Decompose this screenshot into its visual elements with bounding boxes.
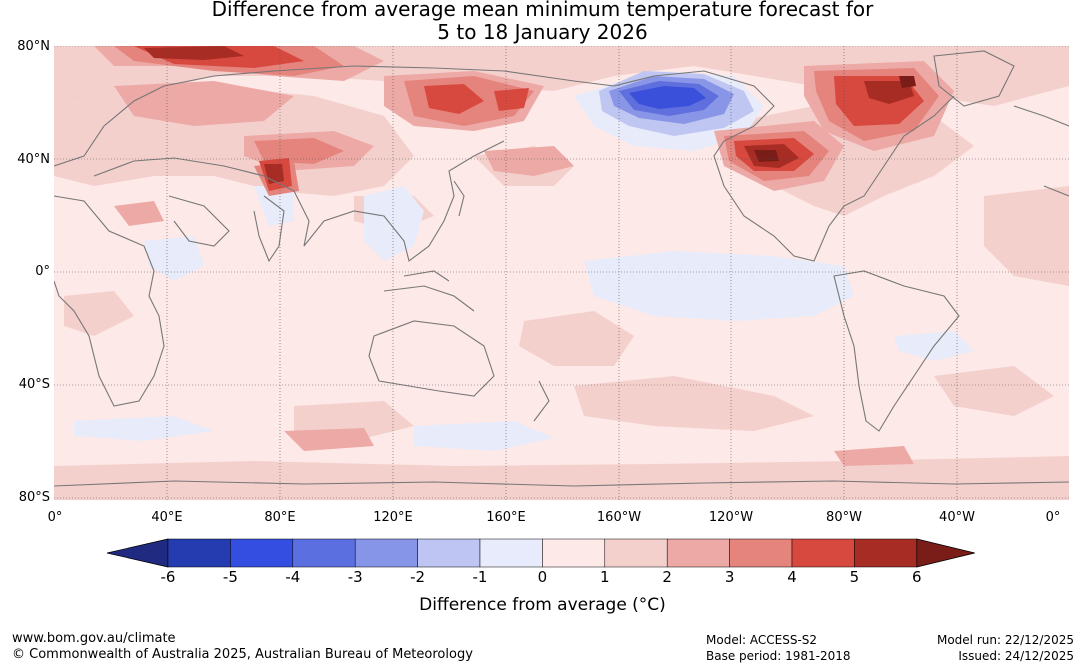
- lon-label-80w: 80°W: [826, 510, 862, 525]
- chart-title-line-1: Difference from average mean minimum tem…: [211, 0, 874, 21]
- lon-label-80e: 80°E: [264, 510, 296, 525]
- colorbar-tick-label: 2: [662, 568, 672, 586]
- footer-base-period: Base period: 1981-2018: [706, 649, 851, 663]
- colorbar-segment: [791, 538, 855, 568]
- colorbar-segment: [854, 538, 918, 568]
- colorbar-tick-label: 5: [849, 568, 860, 586]
- colorbar-tick-label: -6: [160, 568, 176, 586]
- colorbar-tick-label: 1: [600, 568, 610, 586]
- colorbar-tick-label: 4: [787, 568, 797, 586]
- lon-label-120w: 120°W: [708, 510, 754, 525]
- forecast-map: [54, 46, 1069, 500]
- colorbar-segment: [292, 538, 356, 568]
- forecast-map-svg: [54, 46, 1069, 500]
- footer-copyright: © Commonwealth of Australia 2025, Austra…: [12, 647, 473, 662]
- colorbar-arrow-low: [106, 538, 169, 568]
- colorbar-tick-label: -5: [222, 568, 238, 586]
- colorbar-tick-label: -2: [410, 568, 426, 586]
- lat-label-40s: 40°S: [18, 377, 50, 392]
- graticule: [54, 46, 1069, 500]
- lon-label-40w: 40°W: [939, 510, 975, 525]
- colorbar-tick-label: -3: [347, 568, 363, 586]
- colorbar-label: Difference from average (°C): [419, 595, 666, 615]
- coastlines: [54, 50, 1069, 487]
- lat-label-40n: 40°N: [17, 152, 50, 167]
- colorbar-segment: [479, 538, 543, 568]
- colorbar-segment: [354, 538, 418, 568]
- lon-label-40e: 40°E: [151, 510, 183, 525]
- colorbar-arrow-high: [916, 538, 975, 568]
- lon-label-160e: 160°E: [486, 510, 526, 525]
- colorbar-segment: [167, 538, 231, 568]
- colorbar-segment: [230, 538, 294, 568]
- colorbar-segment: [729, 538, 793, 568]
- colorbar-tick-label: -4: [285, 568, 301, 586]
- colorbar-segment: [604, 538, 668, 568]
- colorbar-tick-label: 0: [537, 568, 548, 586]
- lat-label-80n: 80°N: [17, 39, 50, 54]
- colorbar-tick-label: 3: [724, 568, 735, 586]
- lon-label-0-east: 0°: [1045, 510, 1061, 525]
- lon-label-120e: 120°E: [373, 510, 413, 525]
- lat-label-0: 0°: [35, 264, 50, 279]
- lon-label-0-west: 0°: [47, 510, 63, 525]
- colorbar: [106, 538, 975, 568]
- colorbar-segment: [666, 538, 730, 568]
- footer-model: Model: ACCESS-S2: [706, 633, 818, 647]
- lon-label-160w: 160°W: [596, 510, 642, 525]
- footer-issued: Issued: 24/12/2025: [958, 649, 1074, 663]
- colorbar-segment: [417, 538, 481, 568]
- footer-model-run: Model run: 22/12/2025: [936, 633, 1074, 647]
- colorbar-tick-label: -1: [472, 568, 488, 586]
- lat-label-80s: 80°S: [18, 490, 50, 505]
- footer-url: www.bom.gov.au/climate: [12, 631, 176, 646]
- colorbar-tick-label: 6: [912, 568, 922, 586]
- chart-title-line-2: 5 to 18 January 2026: [437, 20, 648, 44]
- colorbar-segment: [542, 538, 606, 568]
